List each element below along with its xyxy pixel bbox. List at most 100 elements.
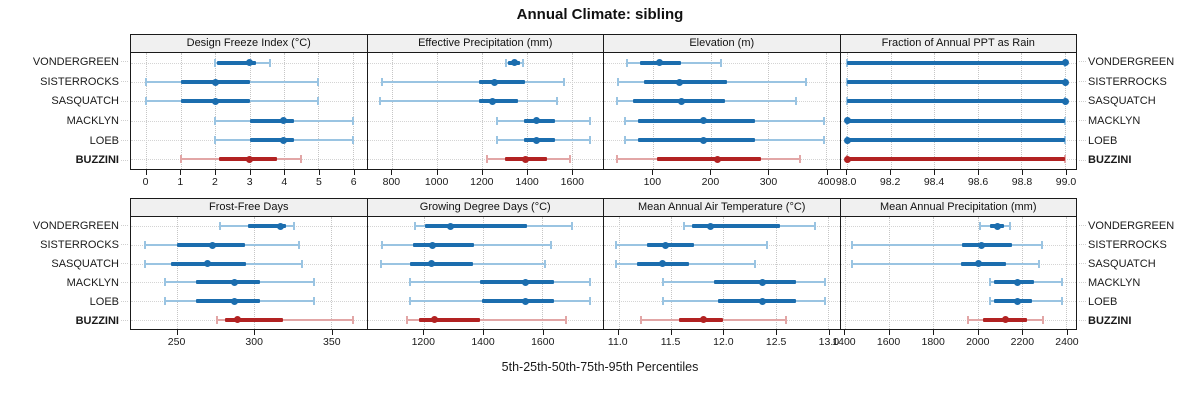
axis-tick	[776, 330, 778, 335]
median-dot	[427, 260, 435, 268]
median-dot	[700, 117, 708, 125]
iqr-bar	[960, 261, 1006, 266]
site-label-row: BUZZINI	[1077, 150, 1200, 170]
gridline	[710, 53, 712, 169]
whisker-cap	[626, 58, 629, 67]
iqr-bar	[637, 118, 755, 123]
gridline	[890, 53, 892, 169]
row-leader	[121, 320, 128, 321]
row-leader	[121, 225, 128, 226]
percentile-whisker	[851, 262, 1040, 265]
row-leader	[1079, 301, 1086, 302]
site-label: SASQUATCH	[51, 257, 119, 270]
axis-tick-label: 12.5	[765, 336, 787, 348]
axis-tick-label: 2	[212, 176, 218, 188]
axis-tick-label: 100	[643, 176, 662, 188]
axis-tick-label: 1600	[876, 336, 901, 348]
median-dot	[280, 136, 288, 144]
iqr-bar	[224, 317, 284, 322]
row-leader	[121, 263, 128, 264]
site-label-row: SASQUATCH	[1077, 91, 1200, 111]
whisker-cap	[216, 315, 219, 324]
median-dot	[211, 97, 219, 105]
median-dot	[533, 117, 541, 125]
axis-tick-label: 800	[382, 176, 401, 188]
panel-plot	[840, 217, 1076, 329]
gridline	[844, 217, 846, 329]
whisker-cap	[485, 155, 488, 164]
median-dot	[522, 297, 530, 305]
median-dot	[429, 241, 437, 249]
site-label-row: MACKLYN	[1077, 111, 1200, 131]
axis-tick	[284, 170, 286, 175]
axis-tick-label: 98.8	[1011, 176, 1033, 188]
site-label-row: VONDERGREEN	[0, 216, 130, 235]
axis-tick-label: 98.0	[835, 176, 857, 188]
site-label-row: LOEB	[1077, 292, 1200, 311]
site-label: SISTERROCKS	[40, 238, 119, 251]
axis-tick-label: 98.6	[967, 176, 989, 188]
iqr-bar	[646, 243, 694, 247]
whisker-cap	[1042, 315, 1045, 324]
gridline	[571, 53, 573, 169]
gridline	[1066, 217, 1068, 329]
row-leader	[1079, 61, 1086, 63]
whisker-cap	[616, 97, 619, 106]
axis-tick	[977, 330, 979, 335]
climate-panel: Mean Annual Air Temperature (°C) 11.0 11.5…	[603, 198, 841, 352]
x-axis: 11.0 11.5 12.0 12.5 13.0	[603, 330, 841, 352]
row-gridline	[840, 282, 1076, 284]
row-leader	[1079, 244, 1086, 245]
site-label: BUZZINI	[1088, 154, 1132, 167]
axis-tick-label: 1800	[921, 336, 945, 348]
whisker-cap	[616, 155, 619, 164]
panel-strip: Mean Annual Air Temperature (°C)	[604, 199, 840, 217]
axis-tick-label: 200	[701, 176, 720, 188]
axis-tick	[254, 330, 256, 335]
whisker-cap	[822, 136, 825, 144]
axis-tick	[670, 330, 672, 335]
whisker-cap	[624, 116, 627, 125]
whisker-cap	[214, 136, 217, 144]
row-leader	[1079, 282, 1086, 283]
whisker-cap	[1064, 136, 1067, 144]
site-label: LOEB	[1088, 134, 1118, 147]
axis-tick	[828, 330, 830, 335]
median-dot	[211, 78, 219, 86]
site-labels-right-bottom: VONDERGREEN SISTERROCKS SASQUATCH MACKLYN LO…	[1077, 198, 1200, 352]
median-dot	[975, 260, 983, 268]
whisker-cap	[753, 259, 756, 268]
whisker-cap	[1008, 222, 1011, 231]
row-gridline	[840, 226, 1076, 228]
whisker-cap	[145, 97, 148, 106]
whisker-cap	[504, 58, 507, 67]
axis-tick-label: 300	[759, 176, 778, 188]
whisker-cap	[988, 297, 991, 305]
whisker-cap	[624, 136, 627, 144]
median-dot	[993, 222, 1001, 230]
axis-tick	[542, 330, 544, 335]
axis-tick	[1022, 170, 1024, 175]
axis-tick	[768, 170, 770, 175]
panel-strip: Mean Annual Precipitation (mm)	[840, 199, 1076, 217]
gridline	[177, 217, 179, 329]
whisker-cap	[564, 315, 567, 324]
axis-tick	[933, 330, 935, 335]
axis-tick-label: 1600	[560, 176, 585, 188]
panel-box: Design Freeze Index (°C)	[130, 34, 368, 170]
x-axis: 1400 1600 1800 2000 2200 2400	[832, 330, 1079, 352]
whisker-cap	[555, 97, 558, 106]
axis-tick-label: 1400	[832, 336, 856, 348]
iqr-bar	[961, 243, 1012, 247]
axis-tick-label: 5	[316, 176, 322, 188]
iqr-bar	[847, 157, 1066, 162]
axis-tick	[890, 170, 892, 175]
x-axis: 250 300 350	[130, 330, 368, 352]
iqr-bar	[847, 99, 1066, 104]
axis-tick-label: 12.0	[713, 336, 734, 348]
gridline	[825, 53, 827, 169]
gridline	[352, 53, 354, 169]
whisker-cap	[145, 78, 148, 86]
climate-panel: Design Freeze Index (°C) 0 1 2 3 4 5 6	[130, 34, 368, 192]
site-labels-left-bottom: VONDERGREEN SISTERROCKS SASQUATCH MACKLYN LO…	[0, 198, 130, 352]
